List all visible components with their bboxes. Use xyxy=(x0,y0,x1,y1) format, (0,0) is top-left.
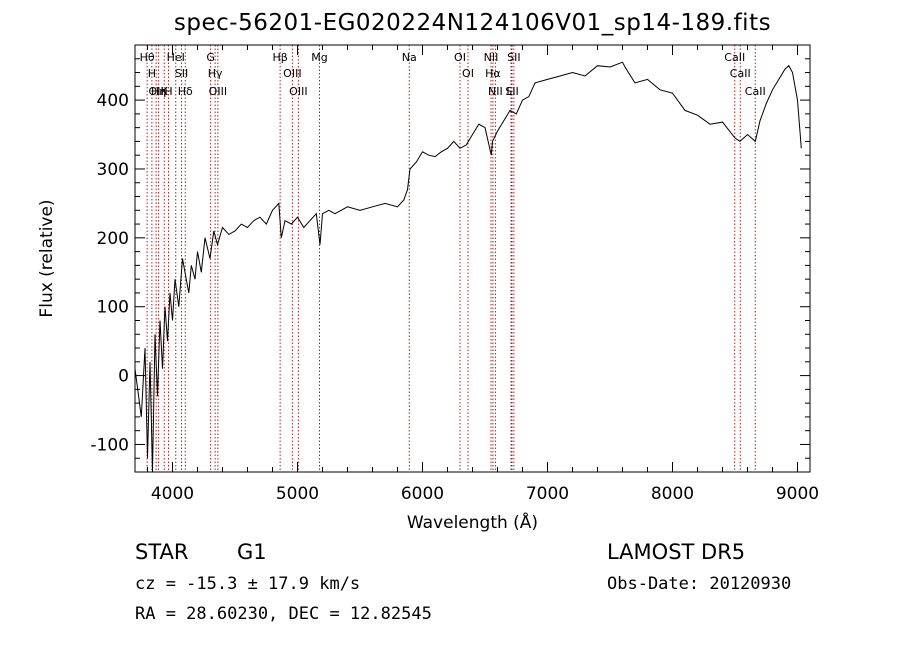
line-label-11: OIII xyxy=(209,85,227,98)
line-label-18: OI xyxy=(462,67,474,80)
y-tick-label-1: 0 xyxy=(118,367,129,387)
y-tick-label-5: 400 xyxy=(97,91,129,111)
plot-frame xyxy=(134,44,811,473)
line-label-1: H xyxy=(148,67,156,80)
line-label-3: Hη xyxy=(151,85,166,98)
line-label-12: Hβ xyxy=(272,51,287,64)
x-tick-label-2: 6000 xyxy=(401,484,444,504)
x-tick-label-1: 5000 xyxy=(276,484,319,504)
subclass-label: G1 xyxy=(237,540,267,564)
line-label-17: OI xyxy=(454,51,466,64)
survey-label: LAMOST DR5 xyxy=(607,540,746,564)
line-label-8: Hδ xyxy=(178,85,193,98)
line-label-5: H xyxy=(164,85,172,98)
line-label-21: NII xyxy=(488,85,503,98)
x-axis-label: Wavelength (Å) xyxy=(407,511,538,533)
line-label-10: Hγ xyxy=(208,67,223,80)
x-tick-label-4: 8000 xyxy=(651,484,694,504)
obs-date-label: Obs-Date: 20120930 xyxy=(607,574,792,594)
line-label-9: G xyxy=(206,51,215,64)
line-label-26: CaII xyxy=(730,67,751,80)
line-label-16: Na xyxy=(402,51,417,64)
line-label-27: CaII xyxy=(745,85,766,98)
line-label-0: Hθ xyxy=(140,51,155,64)
line-label-2: OII xyxy=(149,85,164,98)
chart-title: spec-56201-EG020224N124106V01_sp14-189.f… xyxy=(173,10,772,36)
line-label-7: SII xyxy=(175,67,188,80)
line-label-23: SII xyxy=(505,85,518,98)
line-label-24: SII xyxy=(507,51,520,64)
redshift-label: cz = -15.3 ± 17.9 km/s xyxy=(135,574,361,594)
y-tick-label-4: 300 xyxy=(97,160,129,180)
line-label-25: CaII xyxy=(724,51,745,64)
object-class-label: STAR xyxy=(135,540,189,564)
x-tick-label-0: 4000 xyxy=(151,484,194,504)
y-tick-label-0: -100 xyxy=(90,435,129,455)
line-label-19: NII xyxy=(484,51,499,64)
line-label-6: HeI xyxy=(167,51,185,64)
y-axis-label: Flux (relative) xyxy=(37,199,57,317)
line-label-20: Hα xyxy=(485,67,501,80)
line-label-22: Li xyxy=(506,85,515,98)
line-label-4: K xyxy=(161,85,169,98)
x-tick-label-3: 7000 xyxy=(526,484,569,504)
coordinates-label: RA = 28.60230, DEC = 12.82545 xyxy=(135,604,432,624)
line-label-14: OIII xyxy=(289,85,307,98)
y-tick-label-3: 200 xyxy=(97,229,129,249)
x-tick-label-5: 9000 xyxy=(776,484,819,504)
line-label-15: Mg xyxy=(311,51,327,64)
y-tick-label-2: 100 xyxy=(97,298,129,318)
line-label-13: OIII xyxy=(283,67,301,80)
spectrum-series-0 xyxy=(134,61,802,473)
